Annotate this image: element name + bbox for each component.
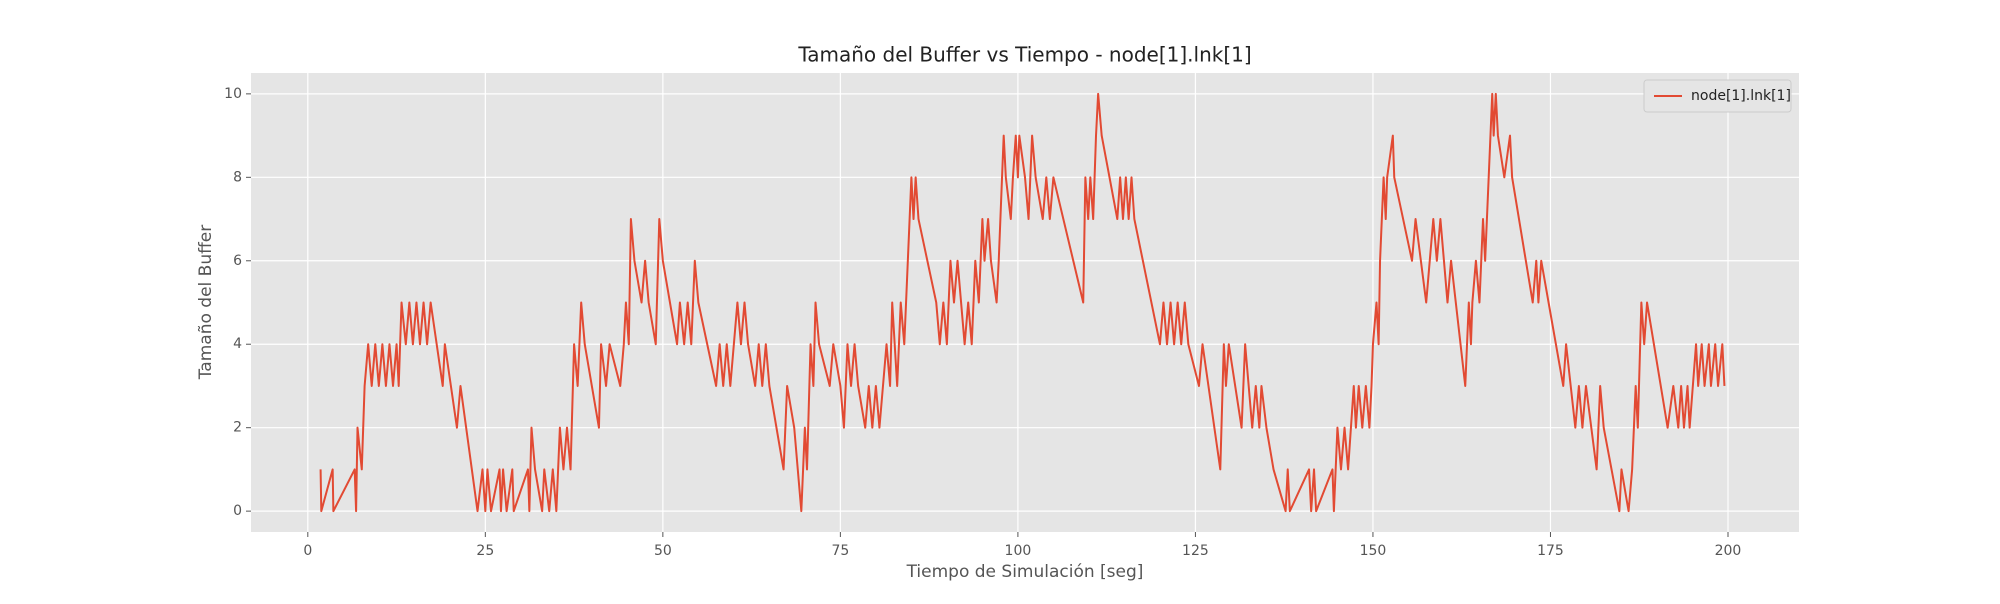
legend: node[1].lnk[1] [1643, 79, 1792, 113]
x-tick-label: 75 [831, 543, 849, 559]
x-tick-label: 150 [1360, 543, 1387, 559]
x-tick-label: 200 [1715, 543, 1742, 559]
legend-box [1643, 79, 1792, 113]
x-axis-label: Tiempo de Simulación [seg] [906, 562, 1144, 582]
series-lines [319, 92, 1726, 513]
y-tick-label: 4 [233, 336, 242, 352]
y-tick-label: 6 [233, 253, 242, 269]
y-tick-label: 8 [233, 169, 242, 185]
x-tick-label: 125 [1182, 543, 1209, 559]
y-tick-label: 10 [224, 86, 242, 102]
x-tick-label: 50 [654, 543, 672, 559]
legend-label: node[1].lnk[1] [1691, 88, 1791, 104]
chart-title: Tamaño del Buffer vs Tiempo - node[1].ln… [797, 43, 1251, 67]
y-axis-label: Tamaño del Buffer [196, 225, 216, 381]
labels: 0 25 50 75 100 125 150 175 200 0 2 4 6 8 10 [224, 86, 1741, 559]
x-tick-label: 25 [476, 543, 494, 559]
y-tick-label: 2 [233, 420, 242, 436]
y-tick-label: 0 [233, 503, 242, 519]
series-line [319, 92, 1726, 513]
x-tick-label: 100 [1005, 543, 1032, 559]
x-tick-label: 175 [1537, 543, 1564, 559]
x-tick-label: 0 [303, 543, 312, 559]
plot-area [251, 73, 1799, 532]
